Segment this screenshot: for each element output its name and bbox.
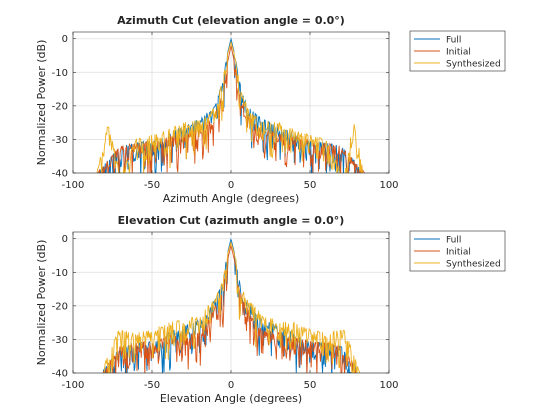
y-tick-label: 0 xyxy=(62,34,68,45)
y-tick-label: -10 xyxy=(52,68,68,79)
x-tick-label: 100 xyxy=(379,180,398,191)
chart-title: Azimuth Cut (elevation angle = 0.0°) xyxy=(117,14,345,27)
legend-label-initial: Initial xyxy=(446,48,471,58)
series-group xyxy=(102,237,361,373)
y-axis-label: Normalized Power (dB) xyxy=(35,40,48,166)
chart-title: Elevation Cut (azimuth angle = 0.0°) xyxy=(118,214,345,227)
x-tick-label: 100 xyxy=(379,380,398,391)
x-axis-label: Elevation Angle (degrees) xyxy=(160,392,302,405)
y-tick-label: -20 xyxy=(52,301,68,312)
legend-label-synthesized: Synthesized xyxy=(446,60,501,70)
x-tick-label: 0 xyxy=(228,180,234,191)
series-line-synthesized xyxy=(103,241,361,373)
legend-label-initial: Initial xyxy=(446,248,471,258)
x-tick-label: 50 xyxy=(304,380,317,391)
x-tick-label: -50 xyxy=(144,380,160,391)
x-axis-label: Azimuth Angle (degrees) xyxy=(163,192,300,205)
x-tick-label: -100 xyxy=(62,380,85,391)
legend-label-full: Full xyxy=(446,236,461,246)
x-tick-label: 0 xyxy=(228,380,234,391)
y-tick-label: -40 xyxy=(52,369,68,380)
legend-label-synthesized: Synthesized xyxy=(446,260,501,270)
y-tick-label: -40 xyxy=(52,169,68,180)
legend-label-full: Full xyxy=(446,36,461,46)
legend: Full Initial Synthesized xyxy=(409,230,506,272)
x-tick-label: -100 xyxy=(62,180,85,191)
chart-panel-1: -100 -50 0 50 100 0 -10 -20 -30 -40 Azimuth Cut (e… xyxy=(35,14,506,205)
y-tick-label: 0 xyxy=(62,234,68,245)
y-tick-label: -10 xyxy=(52,268,68,279)
series-line-synthesized xyxy=(96,40,363,173)
series-group xyxy=(96,37,365,173)
y-axis-label: Normalized Power (dB) xyxy=(35,240,48,366)
legend: Full Initial Synthesized xyxy=(409,30,506,72)
series-line-initial xyxy=(102,244,357,373)
y-tick-label: -30 xyxy=(52,135,68,146)
chart-panel-2: -100 -50 0 50 100 0 -10 -20 -30 -40 Elevation Cut … xyxy=(35,214,506,405)
x-tick-label: -50 xyxy=(144,180,160,191)
x-tick-label: 50 xyxy=(304,180,317,191)
y-tick-label: -20 xyxy=(52,101,68,112)
y-tick-label: -30 xyxy=(52,335,68,346)
